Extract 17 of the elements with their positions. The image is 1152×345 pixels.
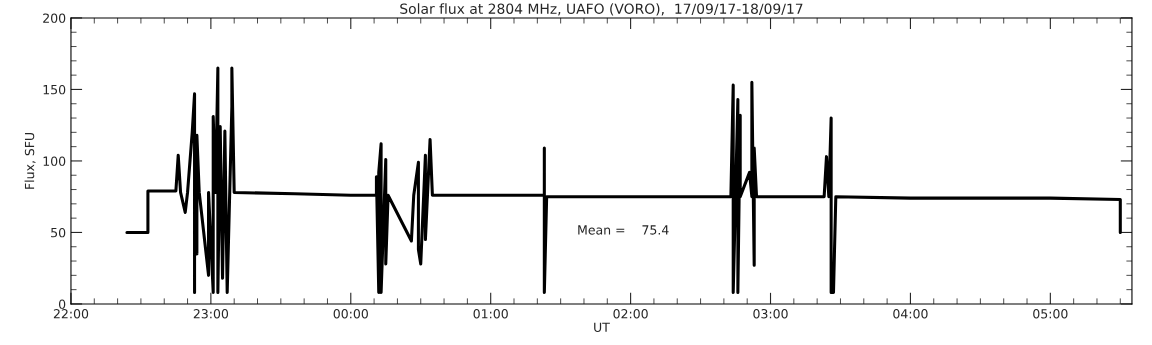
x-tick-label: 02:00 [613, 309, 648, 319]
y-tick-label: 50 [51, 227, 66, 238]
x-tick-label: 23:00 [193, 309, 229, 319]
y-tick-label: 100 [43, 156, 66, 166]
y-tick-label: 200 [43, 13, 66, 23]
y-tick-label: 0 [58, 299, 66, 309]
x-tick-label: 04:00 [893, 309, 928, 319]
chart-title: Solar flux at 2804 MHz, UAFO (VORO), 17/09/17-18/09/17 [400, 3, 803, 16]
x-tick-label: 05:00 [1033, 309, 1068, 319]
x-tick-label: 00:00 [333, 309, 368, 319]
x-axis-title: UT [594, 322, 610, 332]
x-tick-label: 03:00 [753, 309, 788, 319]
x-tick-label: 22:00 [53, 309, 89, 319]
x-tick-label: 01:00 [473, 309, 508, 319]
y-axis-title: Flux, SFU [24, 132, 36, 189]
annotation: Mean = 75.4 [578, 225, 669, 235]
y-tick-label: 150 [43, 84, 66, 95]
